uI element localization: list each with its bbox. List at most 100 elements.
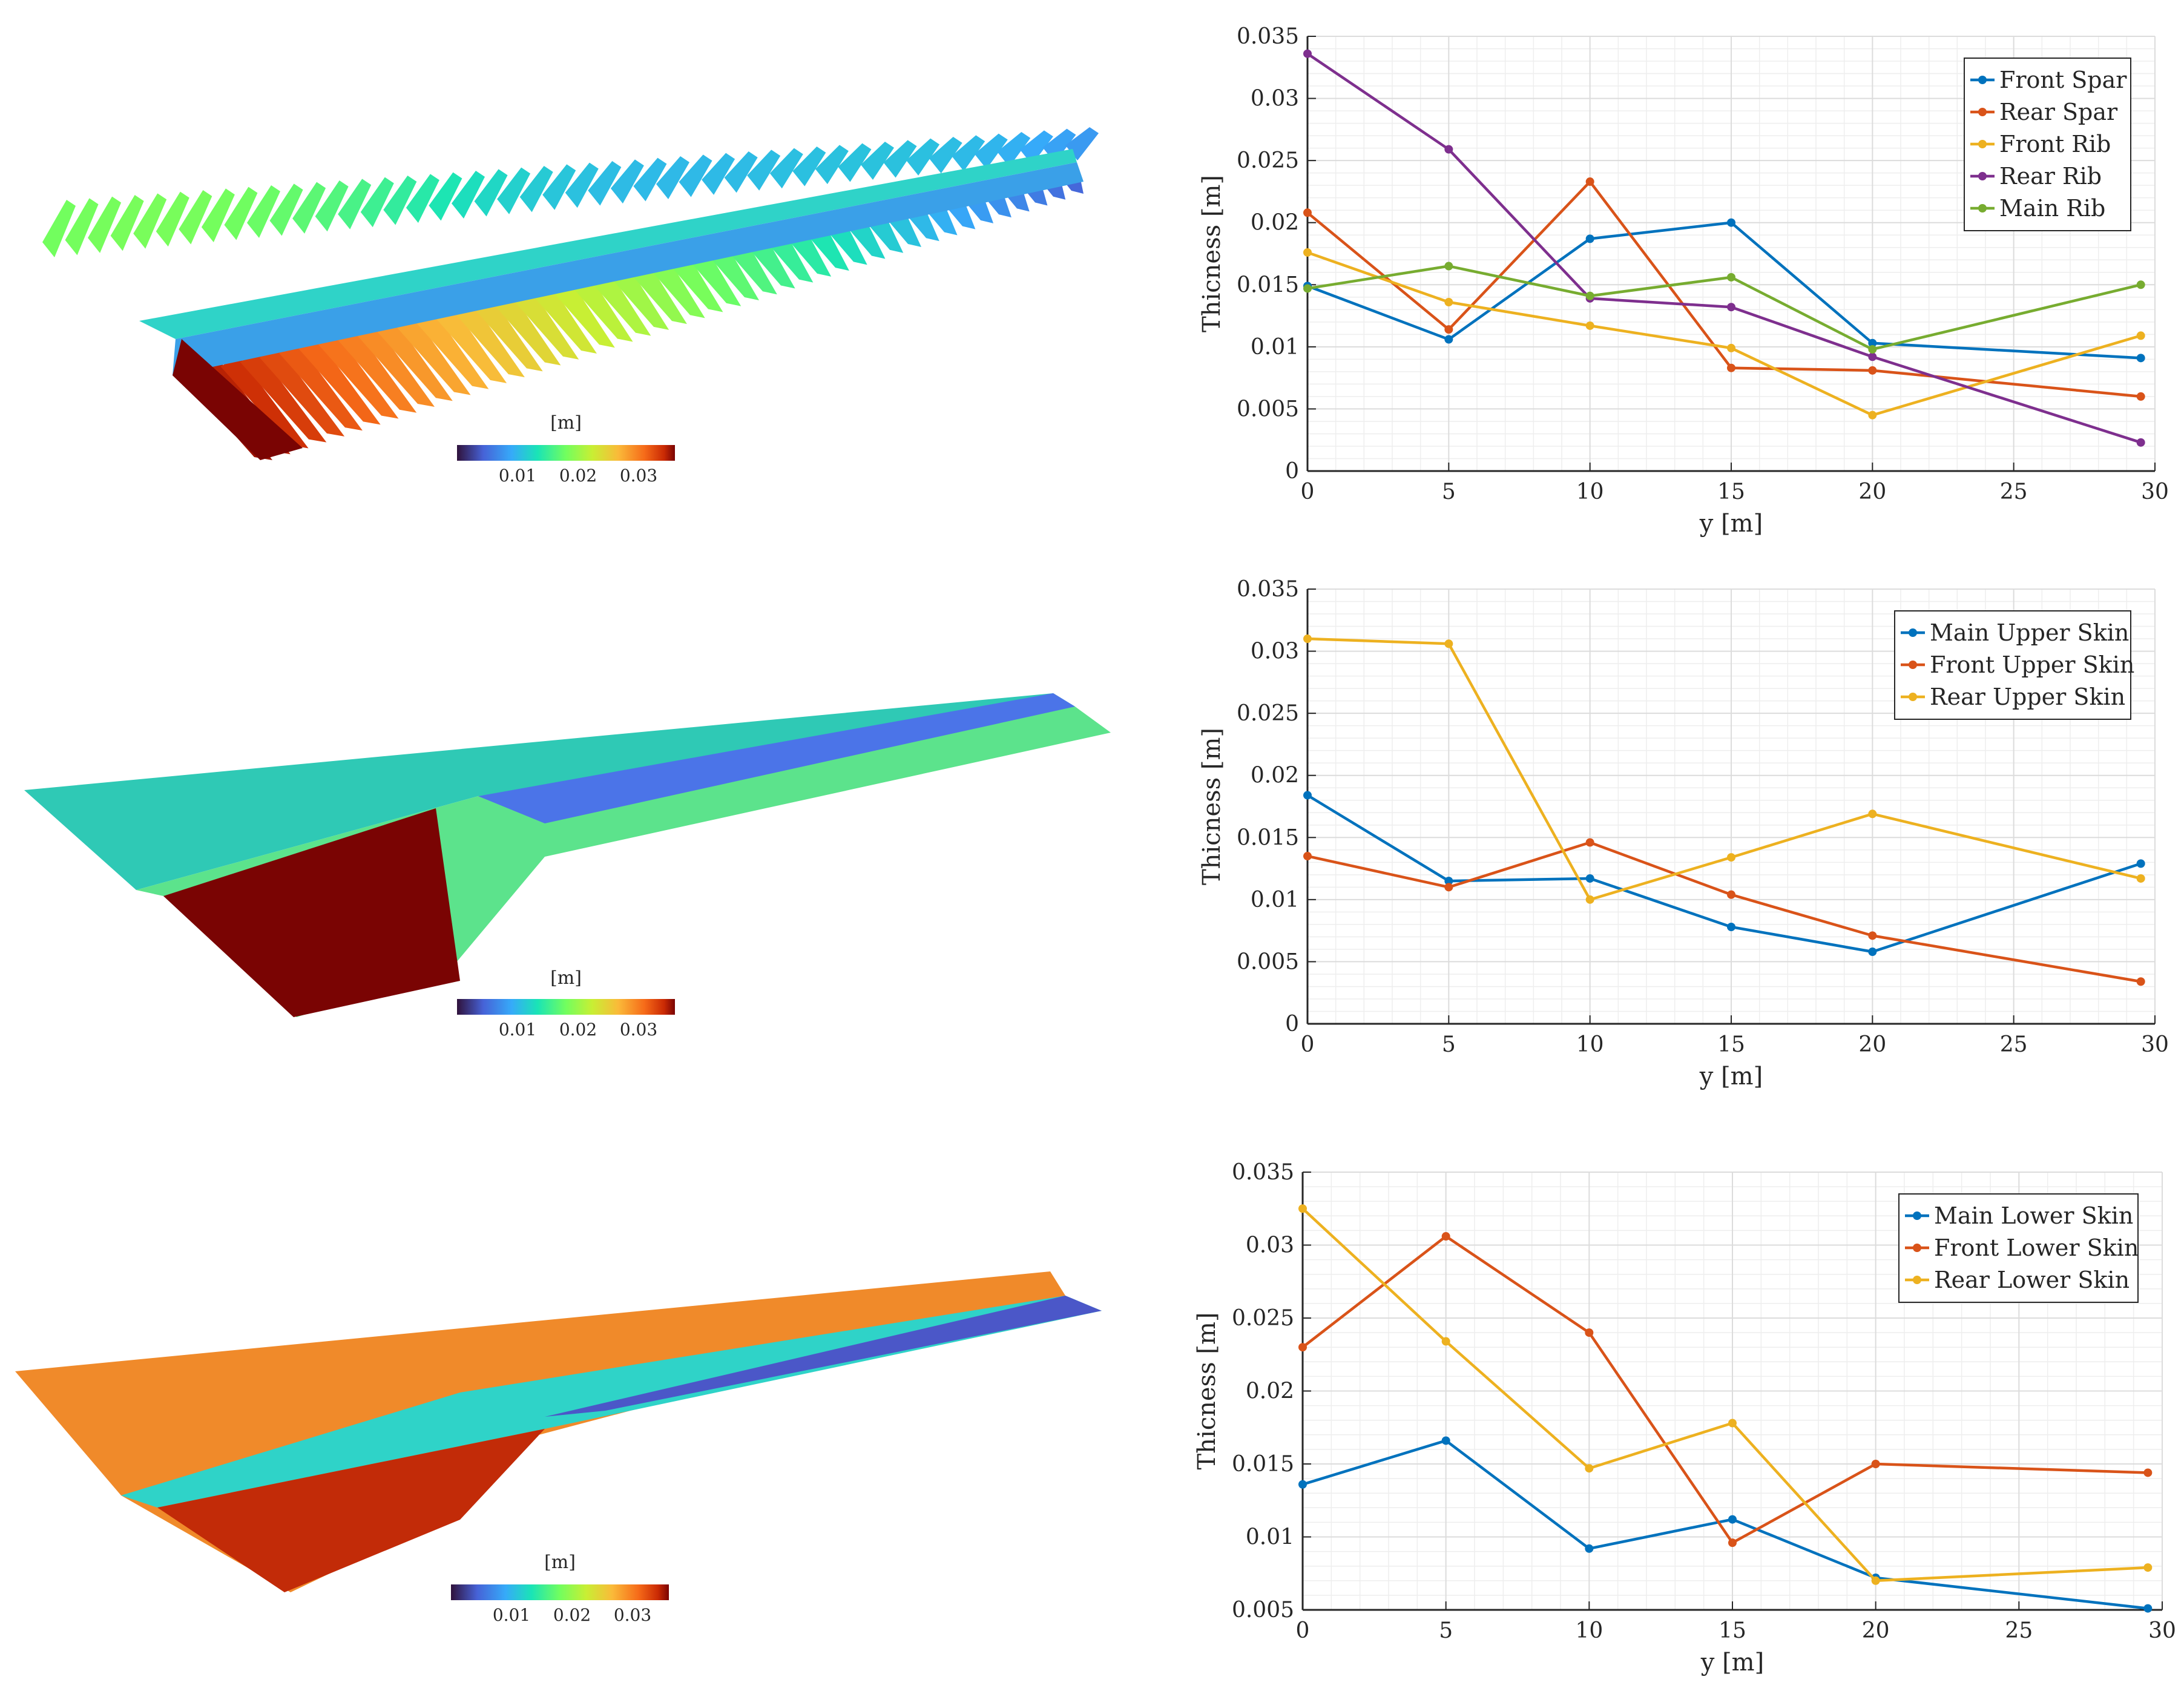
data-point (1298, 1204, 1307, 1213)
y-tick-label: 0.035 (1237, 24, 1299, 49)
colorbar-gradient (451, 1584, 669, 1600)
rib-fin (1065, 127, 1099, 160)
data-point (1444, 145, 1453, 154)
chart-upper-skin: 0 5 10 15 20 25 30 0 0.005 0.01 0.015 0.02 0.025 0.03… (1198, 577, 2169, 1090)
rear-spar-surface (173, 162, 1084, 375)
legend-marker (1978, 204, 1987, 213)
x-tick-label: 10 (1576, 1032, 1604, 1057)
data-point (1298, 1480, 1307, 1489)
data-point (1871, 1576, 1880, 1585)
rib-fin (259, 346, 345, 437)
x-tick-label: 15 (1717, 480, 1745, 504)
colorbar: [m] 0.01 0.02 0.03 (457, 412, 675, 486)
front-spar-surface (139, 149, 1077, 339)
x-tick-label: 25 (2005, 1618, 2033, 1643)
data-point (1727, 853, 1735, 862)
colorbar-gradient (457, 445, 675, 461)
x-tick-label: 25 (2000, 1032, 2028, 1057)
series-line (1307, 841, 2142, 983)
rib-fin (396, 315, 471, 395)
colorbar-unit-label: [m] (550, 412, 582, 433)
series-main-upper-skin (1303, 791, 2145, 957)
data-point (1727, 922, 1735, 931)
y-tick-label: 0.02 (1251, 211, 1299, 236)
rib-fin (279, 342, 363, 431)
legend-label: Front Spar (1999, 67, 2127, 93)
x-tick-label: 5 (1442, 1032, 1456, 1057)
series-line (1307, 265, 2142, 351)
legend-marker (1978, 108, 1987, 116)
data-point (1441, 1232, 1450, 1241)
data-point (1728, 1419, 1737, 1428)
x-tick-label: 20 (1858, 480, 1886, 504)
rib-fin (861, 142, 894, 180)
data-point (1727, 890, 1735, 899)
rib-fin (292, 182, 326, 234)
rib-fin (997, 132, 1031, 167)
legend-label: Rear Spar (1999, 99, 2118, 125)
y-tick-label: 0.03 (1246, 1233, 1294, 1258)
rib-fin (656, 156, 689, 199)
legend-marker (1978, 76, 1987, 84)
rib-fin (415, 311, 489, 389)
y-tick-label: 0 (1285, 459, 1299, 484)
ribs-spars-contour: [m] 0.01 0.02 0.03 (42, 127, 1099, 486)
data-point (2136, 977, 2145, 986)
x-tick-label: 20 (1862, 1618, 1890, 1643)
rib-fin (133, 193, 167, 249)
rib-fin (269, 183, 303, 236)
rear-upper-skin-surface (163, 808, 460, 1017)
colorbar-tick-label: 0.03 (620, 466, 657, 486)
rib-fin (455, 302, 525, 378)
series-line (1302, 1439, 2148, 1610)
colorbar-tick-label: 0.03 (620, 1020, 657, 1040)
rib-fin (110, 195, 144, 251)
series-line (1307, 221, 2141, 360)
rib-fin (318, 333, 399, 419)
colorbar-tick-label: 0.03 (614, 1605, 651, 1625)
x-tick-label: 20 (1858, 1032, 1886, 1057)
data-point (2143, 1604, 2153, 1613)
x-tick-label: 30 (2148, 1618, 2176, 1643)
data-point (1303, 49, 1312, 58)
x-tick-label: 0 (1296, 1618, 1310, 1643)
rib-fin (571, 275, 633, 342)
rib-fin (493, 293, 561, 366)
y-tick-label: 0.01 (1251, 888, 1299, 912)
rib-fin (315, 180, 349, 232)
colorbar: [m] 0.01 0.02 0.03 (451, 1552, 669, 1625)
y-axis-label: Thicness [m] (1198, 728, 1226, 885)
series-main-rib (1303, 262, 2145, 354)
series-rear-upper-skin (1303, 635, 2145, 904)
data-point (2136, 331, 2145, 340)
data-point (2136, 859, 2145, 868)
rib-fin (383, 176, 417, 225)
data-point (1585, 1544, 1594, 1553)
rib-fin (552, 280, 615, 348)
data-point (1585, 291, 1594, 300)
legend-label: Rear Upper Skin (1930, 684, 2125, 710)
data-point (1585, 1464, 1594, 1473)
x-axis-label: y [m] (1699, 510, 1763, 538)
lower-skin-tip (545, 1296, 1102, 1417)
data-point (1727, 218, 1735, 227)
rib-fin (679, 154, 712, 197)
rear-lower-skin-surface (157, 1429, 545, 1592)
x-tick-label: 10 (1575, 1618, 1603, 1643)
data-point (1585, 895, 1594, 904)
x-tick-label: 0 (1301, 480, 1315, 504)
rib-fin (224, 186, 258, 240)
rib-fin (974, 133, 1008, 170)
rib-fin (565, 162, 599, 208)
data-point (1441, 1436, 1450, 1445)
colorbar-tick-label: 0.01 (499, 466, 536, 486)
data-point (1585, 177, 1594, 186)
rib-fin (42, 200, 76, 257)
data-point (1871, 1460, 1880, 1468)
series-line (1307, 251, 2142, 417)
x-tick-label: 25 (2000, 480, 2028, 504)
chart-ribs-spars: 0 5 10 15 20 25 30 0 0.005 0.01 0.015 0.02 0.025 0.03… (1198, 24, 2169, 538)
y-tick-label: 0.025 (1232, 1306, 1294, 1331)
rib-fin (474, 298, 543, 372)
data-point (1585, 874, 1594, 883)
